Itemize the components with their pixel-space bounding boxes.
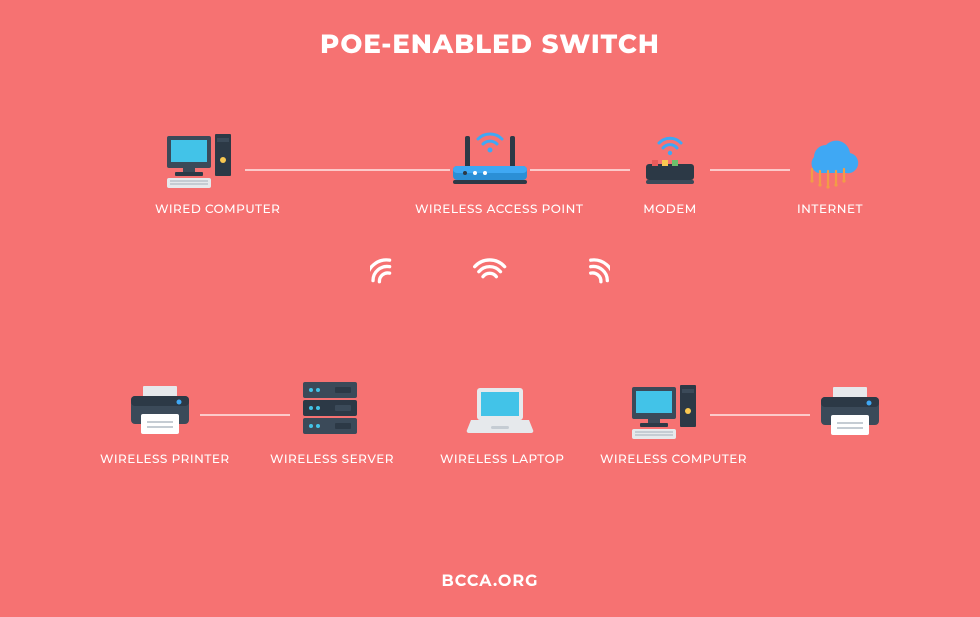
wifi-waves <box>370 252 610 288</box>
node-wireless-server: WIRELESS SERVER <box>270 378 390 467</box>
node-wap: WIRELESS ACCESS POINT <box>415 126 565 217</box>
computer-icon <box>155 130 255 190</box>
footer-text: BCCA.ORG <box>0 572 980 591</box>
node-label: WIRELESS SERVER <box>270 452 390 467</box>
node-wireless-printer: WIRELESS PRINTER <box>100 380 220 467</box>
node-modem: MODEM <box>630 132 710 217</box>
connector-layer <box>0 0 980 617</box>
node-label: WIRED COMPUTER <box>155 202 255 217</box>
node-label: WIRELESS COMPUTER <box>600 452 740 467</box>
laptop-icon <box>440 380 560 440</box>
computer-icon <box>600 382 740 440</box>
modem-icon <box>630 132 710 190</box>
diagram-title: POE-ENABLED SWITCH <box>0 28 980 60</box>
node-label: WIRELESS PRINTER <box>100 452 220 467</box>
printer-icon <box>100 380 220 440</box>
node-label: INTERNET <box>790 202 870 217</box>
node-internet: INTERNET <box>790 132 870 217</box>
cloud-icon <box>790 132 870 190</box>
node-wireless-computer: WIRELESS COMPUTER <box>600 382 740 467</box>
server-icon <box>270 378 390 440</box>
printer-icon <box>810 382 890 440</box>
node-label: WIRELESS LAPTOP <box>440 452 560 467</box>
diagram-canvas: POE-ENABLED SWITCH WIRED COMPUTER WIRELE… <box>0 0 980 617</box>
node-wired-computer: WIRED COMPUTER <box>155 130 255 217</box>
node-printer-2 <box>810 382 890 452</box>
node-label: MODEM <box>630 202 710 217</box>
node-wireless-laptop: WIRELESS LAPTOP <box>440 380 560 467</box>
router-icon <box>415 126 565 190</box>
node-label: WIRELESS ACCESS POINT <box>415 202 565 217</box>
